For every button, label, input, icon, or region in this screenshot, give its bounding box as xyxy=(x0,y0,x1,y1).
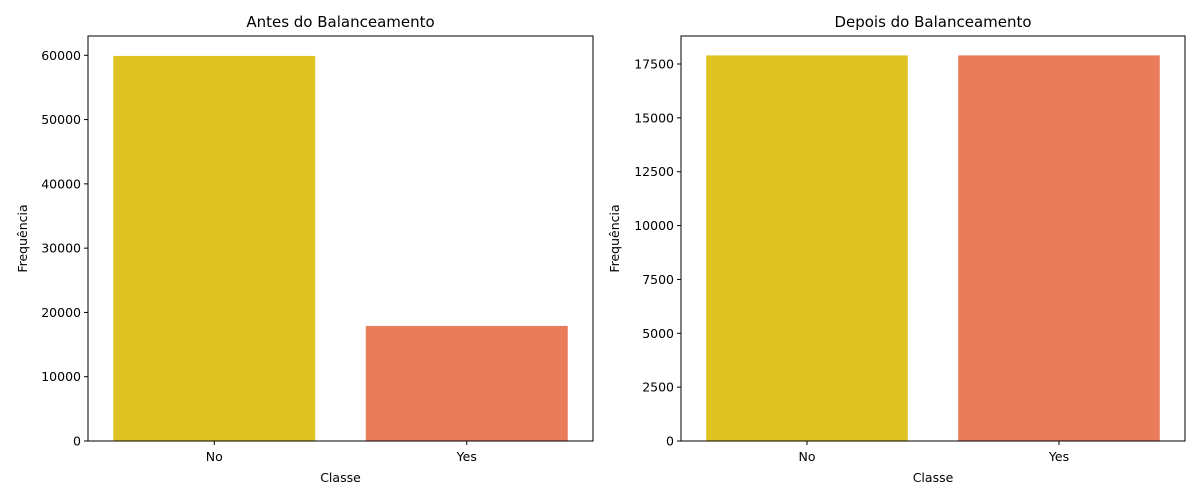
chart-title: Antes do Balanceamento xyxy=(246,13,434,31)
y-tick-label: 7500 xyxy=(642,272,674,287)
y-tick-label: 10000 xyxy=(634,218,674,233)
x-tick-label-yes: Yes xyxy=(1048,449,1069,464)
bar-yes xyxy=(365,325,568,441)
chart-antes: 0 10000 20000 30000 40000 50000 60000 No Yes Ante… xyxy=(15,13,594,485)
y-tick-label: 30000 xyxy=(41,241,81,256)
x-axis-label: Classe xyxy=(913,470,954,485)
y-tick-label: 40000 xyxy=(41,176,81,191)
chart-depois: 0 2500 5000 7500 10000 12500 15000 17500 No Yes De… xyxy=(607,13,1186,485)
bar-no xyxy=(113,55,316,442)
y-tick-label: 50000 xyxy=(41,112,81,127)
y-tick-label: 5000 xyxy=(642,326,674,341)
axes-frame xyxy=(87,35,594,442)
x-tick-label-no: No xyxy=(206,449,223,464)
y-tick-label: 12500 xyxy=(634,164,674,179)
y-tick-label: 20000 xyxy=(41,305,81,320)
y-tick-label: 2500 xyxy=(642,380,674,395)
axes-frame xyxy=(680,35,1186,442)
x-axis-label: Classe xyxy=(320,470,361,485)
x-tick-label-no: No xyxy=(799,449,816,464)
chart-title: Depois do Balanceamento xyxy=(834,13,1031,31)
bar-yes xyxy=(958,55,1160,441)
y-tick-label: 60000 xyxy=(41,48,81,63)
y-axis-label: Frequência xyxy=(607,204,622,272)
bar-no xyxy=(706,55,908,441)
y-tick-label: 10000 xyxy=(41,369,81,384)
x-tick-label-yes: Yes xyxy=(456,449,477,464)
y-tick-label: 0 xyxy=(73,434,81,449)
y-axis-label: Frequência xyxy=(15,204,30,272)
y-tick-label: 15000 xyxy=(634,110,674,125)
y-tick-label: 0 xyxy=(666,434,674,449)
y-tick-label: 17500 xyxy=(634,57,674,72)
